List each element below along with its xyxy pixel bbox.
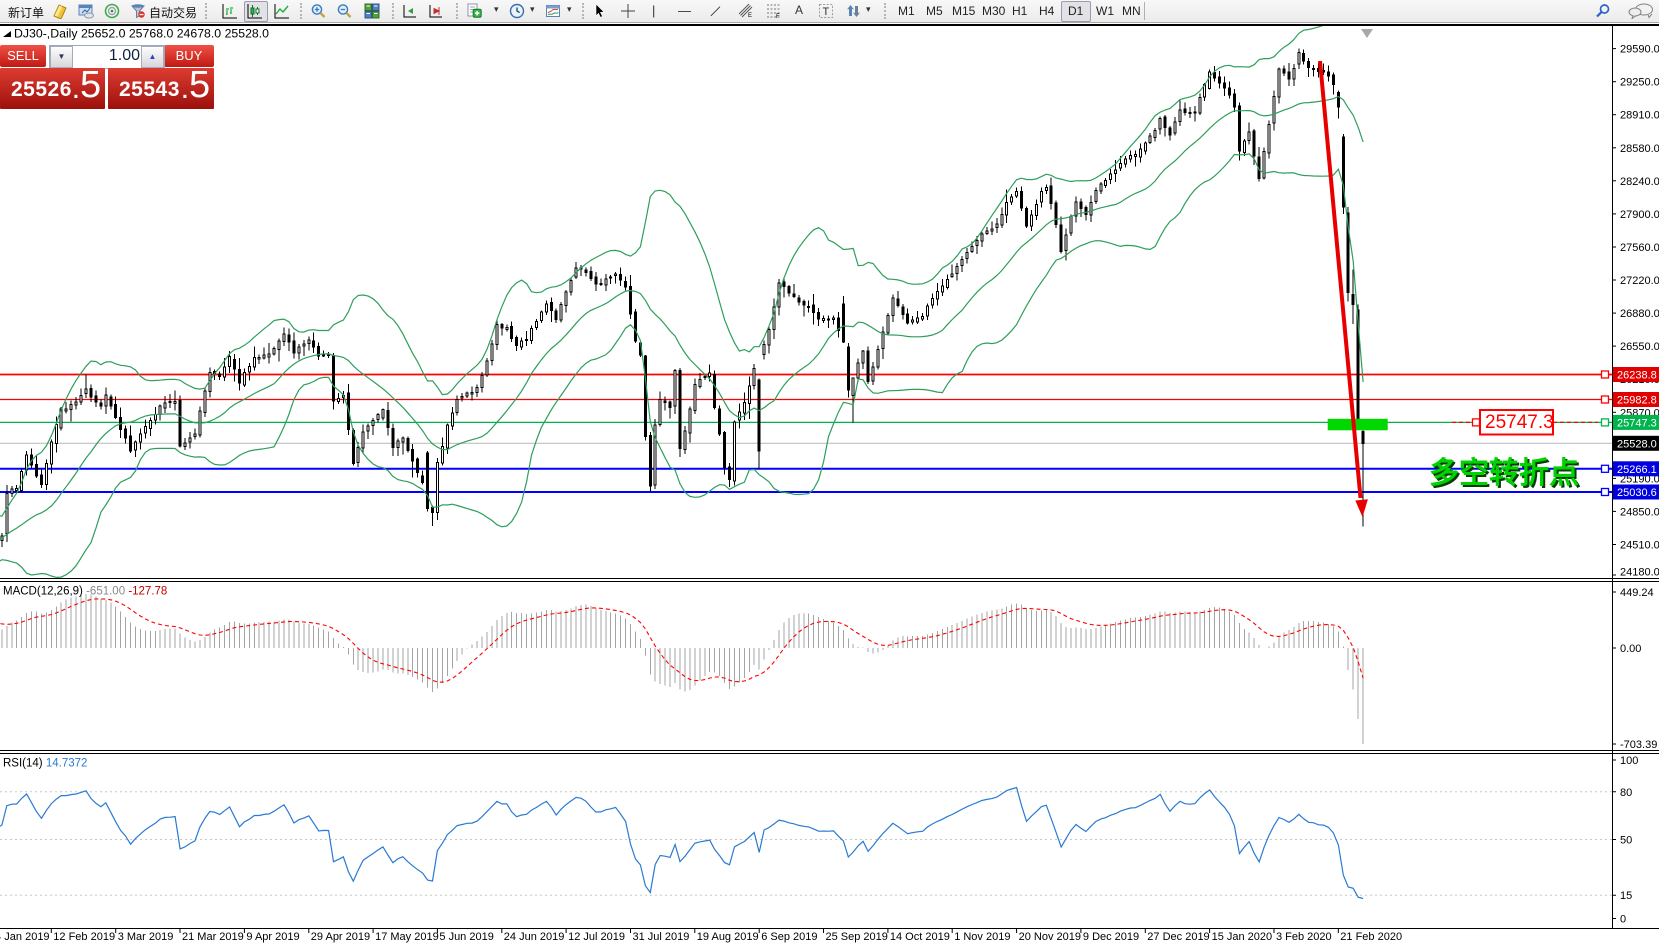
svg-text:19 Aug 2019: 19 Aug 2019 bbox=[697, 931, 759, 943]
svg-text:449.24: 449.24 bbox=[1620, 587, 1654, 599]
svg-text:17 May 2019: 17 May 2019 bbox=[375, 931, 439, 943]
svg-text:24 Jan 2019: 24 Jan 2019 bbox=[0, 931, 50, 943]
svg-text:24 Jun 2019: 24 Jun 2019 bbox=[504, 931, 565, 943]
svg-text:27560.0: 27560.0 bbox=[1620, 242, 1659, 254]
svg-text:27 Dec 2019: 27 Dec 2019 bbox=[1147, 931, 1209, 943]
svg-text:26550.0: 26550.0 bbox=[1620, 341, 1659, 353]
svg-text:F: F bbox=[776, 14, 780, 19]
svg-text:25528.0: 25528.0 bbox=[1617, 438, 1657, 450]
svg-text:25 Sep 2019: 25 Sep 2019 bbox=[826, 931, 888, 943]
svg-text:28240.0: 28240.0 bbox=[1620, 176, 1659, 188]
svg-text:31 Jul 2019: 31 Jul 2019 bbox=[633, 931, 690, 943]
svg-text:27220.0: 27220.0 bbox=[1620, 275, 1659, 287]
svg-text:25030.6: 25030.6 bbox=[1617, 487, 1657, 499]
svg-text:24180.0: 24180.0 bbox=[1620, 567, 1659, 579]
svg-text:29590.0: 29590.0 bbox=[1620, 44, 1659, 56]
svg-text:15: 15 bbox=[1620, 890, 1632, 902]
svg-text:DJ30-,Daily 25652.0 25768.0 2: DJ30-,Daily 25652.0 25768.0 24678.0 2552… bbox=[14, 27, 269, 41]
svg-text:21 Feb 2020: 21 Feb 2020 bbox=[1340, 931, 1402, 943]
svg-text:24510.0: 24510.0 bbox=[1620, 540, 1659, 552]
svg-text:26880.0: 26880.0 bbox=[1620, 308, 1659, 320]
svg-text:25190.0: 25190.0 bbox=[1620, 473, 1659, 485]
svg-text:0: 0 bbox=[1620, 914, 1626, 926]
svg-text:80: 80 bbox=[1620, 787, 1632, 799]
svg-text:15 Jan 2020: 15 Jan 2020 bbox=[1212, 931, 1273, 943]
svg-text:多空转折点: 多空转折点 bbox=[1431, 459, 1581, 492]
svg-text:28910.0: 28910.0 bbox=[1620, 110, 1659, 122]
svg-text:100: 100 bbox=[1620, 755, 1638, 767]
svg-text:9 Dec 2019: 9 Dec 2019 bbox=[1083, 931, 1139, 943]
svg-text:26238.8: 26238.8 bbox=[1617, 370, 1657, 382]
svg-text:21 Mar 2019: 21 Mar 2019 bbox=[182, 931, 244, 943]
svg-text:12 Feb 2019: 12 Feb 2019 bbox=[53, 931, 115, 943]
svg-text:27900.0: 27900.0 bbox=[1620, 209, 1659, 221]
svg-text:28580.0: 28580.0 bbox=[1620, 143, 1659, 155]
svg-text:1 Nov 2019: 1 Nov 2019 bbox=[954, 931, 1010, 943]
svg-text:MACD(12,26,9) -651.00 -127.78: MACD(12,26,9) -651.00 -127.78 bbox=[3, 586, 167, 598]
svg-text:9 Apr 2019: 9 Apr 2019 bbox=[246, 931, 299, 943]
svg-text:20 Nov 2019: 20 Nov 2019 bbox=[1019, 931, 1081, 943]
svg-text:25266.1: 25266.1 bbox=[1617, 464, 1657, 476]
svg-text:多空转折点: 多空转折点 bbox=[1429, 457, 1579, 490]
svg-text:5 Jun 2019: 5 Jun 2019 bbox=[439, 931, 493, 943]
svg-text:25747.3: 25747.3 bbox=[1485, 412, 1554, 433]
svg-text:29250.0: 29250.0 bbox=[1620, 77, 1659, 89]
svg-text:E: E bbox=[748, 13, 752, 19]
svg-text:T: T bbox=[823, 6, 830, 18]
svg-text:3 Mar 2019: 3 Mar 2019 bbox=[118, 931, 174, 943]
svg-text:29 Apr 2019: 29 Apr 2019 bbox=[311, 931, 370, 943]
svg-text:25747.3: 25747.3 bbox=[1617, 417, 1657, 429]
svg-text:12 Jul 2019: 12 Jul 2019 bbox=[568, 931, 625, 943]
svg-text:0.00: 0.00 bbox=[1620, 643, 1641, 655]
svg-text:6 Sep 2019: 6 Sep 2019 bbox=[761, 931, 817, 943]
svg-text:25982.8: 25982.8 bbox=[1617, 395, 1657, 407]
svg-text:-703.39: -703.39 bbox=[1620, 739, 1657, 751]
svg-text:3 Feb 2020: 3 Feb 2020 bbox=[1276, 931, 1332, 943]
svg-text:14 Oct 2019: 14 Oct 2019 bbox=[890, 931, 950, 943]
svg-text:RSI(14) 14.7372: RSI(14) 14.7372 bbox=[3, 758, 87, 770]
svg-text:50: 50 bbox=[1620, 835, 1632, 847]
svg-text:24850.0: 24850.0 bbox=[1620, 506, 1659, 518]
